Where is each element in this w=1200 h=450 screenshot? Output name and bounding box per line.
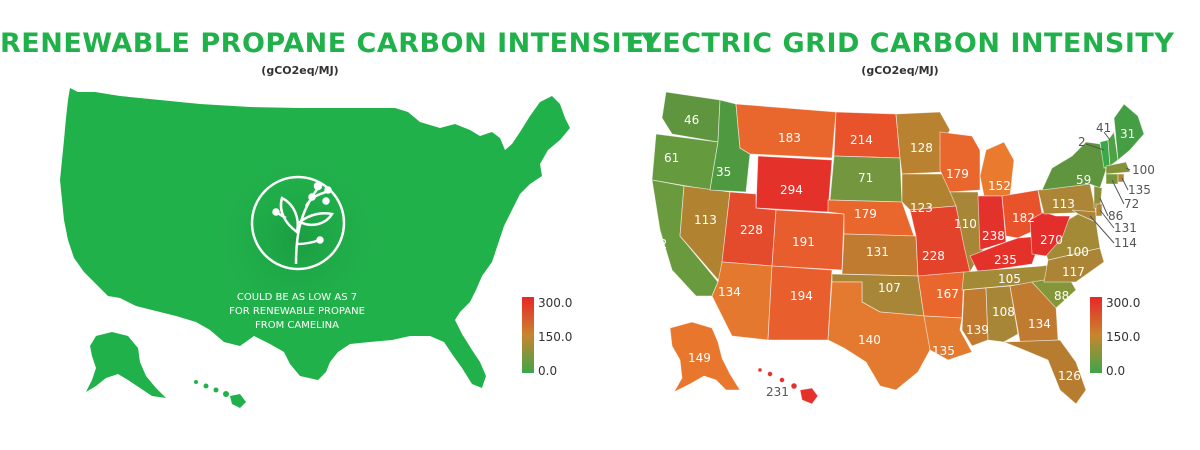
renewable-propane-map bbox=[60, 88, 570, 408]
label-ks: 131 bbox=[866, 245, 889, 259]
electric-grid-title: ELECTRIC GRID CARBON INTENSITY bbox=[625, 28, 1175, 59]
label-sd: 71 bbox=[858, 171, 873, 185]
label-ky: 235 bbox=[994, 253, 1017, 267]
label-ia: 123 bbox=[910, 201, 933, 215]
state-ma bbox=[1105, 161, 1131, 175]
label-wy: 294 bbox=[780, 183, 803, 197]
label-nj: 86 bbox=[1108, 209, 1123, 223]
renewable-propane-title: RENEWABLE PROPANE CARBON INTENSITY bbox=[0, 28, 662, 59]
legend-mid: 150.0 bbox=[538, 330, 573, 344]
label-wi: 179 bbox=[946, 167, 969, 181]
legend-color-bar bbox=[1090, 297, 1102, 373]
label-nv: 113 bbox=[694, 213, 717, 227]
alaska-shape bbox=[86, 332, 166, 398]
label-id: 35 bbox=[716, 165, 731, 179]
state-ny bbox=[1041, 141, 1107, 191]
label-al: 108 bbox=[992, 305, 1015, 319]
label-ok: 107 bbox=[878, 281, 901, 295]
label-il: 110 bbox=[954, 217, 977, 231]
label-ne: 179 bbox=[854, 207, 877, 221]
label-sc: 88 bbox=[1054, 289, 1069, 303]
plant-sprout-icon bbox=[250, 175, 346, 271]
renewable-propane-legend: 300.0 150.0 0.0 bbox=[522, 297, 602, 387]
electric-grid-subtitle: (gCO2eq/MJ) bbox=[861, 64, 939, 77]
state-hi bbox=[757, 367, 819, 405]
state-mt bbox=[735, 103, 837, 159]
label-co: 191 bbox=[792, 235, 815, 249]
state-de bbox=[1095, 203, 1103, 217]
renewable-propane-panel: RENEWABLE PROPANE CARBON INTENSITY (gCO2… bbox=[0, 28, 662, 408]
state-wi bbox=[939, 131, 981, 193]
label-mn: 128 bbox=[910, 141, 933, 155]
label-ga: 134 bbox=[1028, 317, 1051, 331]
label-ri: 135 bbox=[1128, 183, 1151, 197]
label-ak: 149 bbox=[688, 351, 711, 365]
legend-max: 300.0 bbox=[1106, 296, 1141, 310]
label-ma: 100 bbox=[1132, 163, 1155, 177]
label-ms: 139 bbox=[966, 323, 989, 337]
state-az bbox=[711, 261, 773, 341]
label-de: 131 bbox=[1114, 221, 1137, 235]
label-nc: 117 bbox=[1062, 265, 1085, 279]
legend-color-bar bbox=[522, 297, 534, 373]
label-nm: 194 bbox=[790, 289, 813, 303]
state-fl bbox=[1003, 339, 1087, 405]
camelina-callout: COULD BE AS LOW AS 7 FOR RENEWABLE PROPA… bbox=[227, 291, 367, 333]
label-pa: 113 bbox=[1052, 197, 1075, 211]
state-ms bbox=[961, 287, 989, 347]
state-me bbox=[1113, 103, 1145, 161]
callout-line-2: FOR RENEWABLE PROPANE bbox=[229, 306, 365, 317]
legend-min: 0.0 bbox=[1106, 364, 1126, 378]
state-la bbox=[923, 315, 973, 361]
callout-line-1: COULD BE AS LOW AS 7 bbox=[236, 292, 358, 303]
label-nd: 214 bbox=[850, 133, 873, 147]
renewable-propane-subtitle: (gCO2eq/MJ) bbox=[261, 64, 339, 77]
label-la: 135 bbox=[932, 344, 955, 358]
state-ak bbox=[669, 321, 741, 393]
state-va bbox=[1039, 213, 1101, 261]
label-nh: 41 bbox=[1096, 121, 1111, 135]
state-nm bbox=[767, 265, 833, 341]
label-wv: 270 bbox=[1040, 233, 1063, 247]
state-wa bbox=[661, 91, 721, 143]
legend-min: 0.0 bbox=[538, 364, 558, 378]
legend-mid: 150.0 bbox=[1106, 330, 1141, 344]
label-tx: 140 bbox=[858, 333, 881, 347]
label-ny: 59 bbox=[1076, 173, 1091, 187]
hawaii-shape bbox=[194, 380, 246, 408]
label-oh: 182 bbox=[1012, 211, 1035, 225]
label-wa: 46 bbox=[684, 113, 699, 127]
label-ct: 72 bbox=[1124, 197, 1139, 211]
label-tn: 105 bbox=[998, 272, 1021, 286]
state-ct bbox=[1105, 173, 1119, 185]
callout-lines bbox=[1085, 131, 1131, 244]
label-fl: 126 bbox=[1058, 369, 1081, 383]
label-mi: 152 bbox=[988, 179, 1011, 193]
label-hi: 231 bbox=[766, 385, 789, 399]
state-al bbox=[985, 285, 1019, 343]
label-mo: 228 bbox=[922, 249, 945, 263]
label-or: 61 bbox=[664, 151, 679, 165]
label-vt: 2 bbox=[1078, 135, 1086, 149]
label-ut: 228 bbox=[740, 223, 763, 237]
label-ar: 167 bbox=[936, 287, 959, 301]
label-me: 31 bbox=[1120, 127, 1135, 141]
callout-line-3: FROM CAMELINA bbox=[255, 320, 339, 331]
state-tx bbox=[827, 281, 931, 391]
electric-grid-legend: 300.0 150.0 0.0 bbox=[1090, 297, 1170, 387]
label-az: 134 bbox=[718, 285, 741, 299]
electric-grid-map: 46 61 62 113 35 183 294 228 191 134 194 … bbox=[651, 91, 1155, 405]
label-mt: 183 bbox=[778, 131, 801, 145]
label-in: 238 bbox=[982, 229, 1005, 243]
legend-max: 300.0 bbox=[538, 296, 573, 310]
electric-grid-panel: ELECTRIC GRID CARBON INTENSITY (gCO2eq/M… bbox=[600, 0, 1200, 450]
label-ca: 62 bbox=[652, 237, 667, 251]
label-va: 100 bbox=[1066, 245, 1089, 259]
label-md: 114 bbox=[1114, 236, 1137, 250]
